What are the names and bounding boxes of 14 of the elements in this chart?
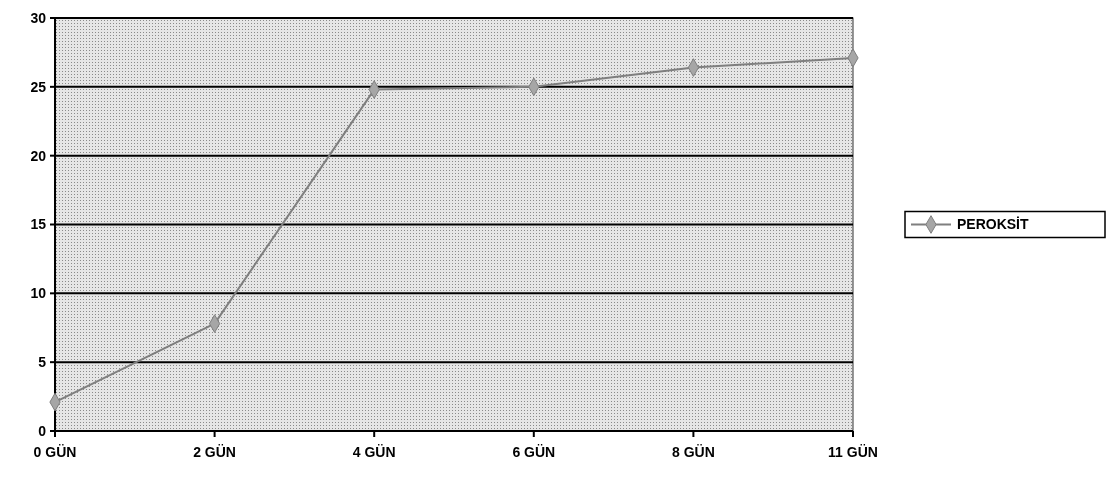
y-tick-label: 0 — [38, 422, 47, 439]
y-tick-label: 5 — [38, 354, 47, 371]
y-tick-label: 10 — [30, 285, 47, 302]
y-tick-label: 25 — [30, 78, 47, 95]
x-tick-label: 6 GÜN — [512, 444, 556, 460]
legend-label: PEROKSİT — [957, 216, 1030, 233]
y-tick-label: 20 — [30, 147, 47, 164]
x-tick-label: 0 GÜN — [33, 444, 77, 460]
x-tick-label: 4 GÜN — [352, 444, 396, 460]
x-tick-label: 2 GÜN — [193, 444, 236, 460]
y-tick-label: 30 — [30, 9, 47, 26]
x-tick-label: 8 GÜN — [672, 444, 715, 460]
y-tick-label: 15 — [30, 216, 47, 233]
x-tick-label: 11 GÜN — [828, 444, 878, 460]
